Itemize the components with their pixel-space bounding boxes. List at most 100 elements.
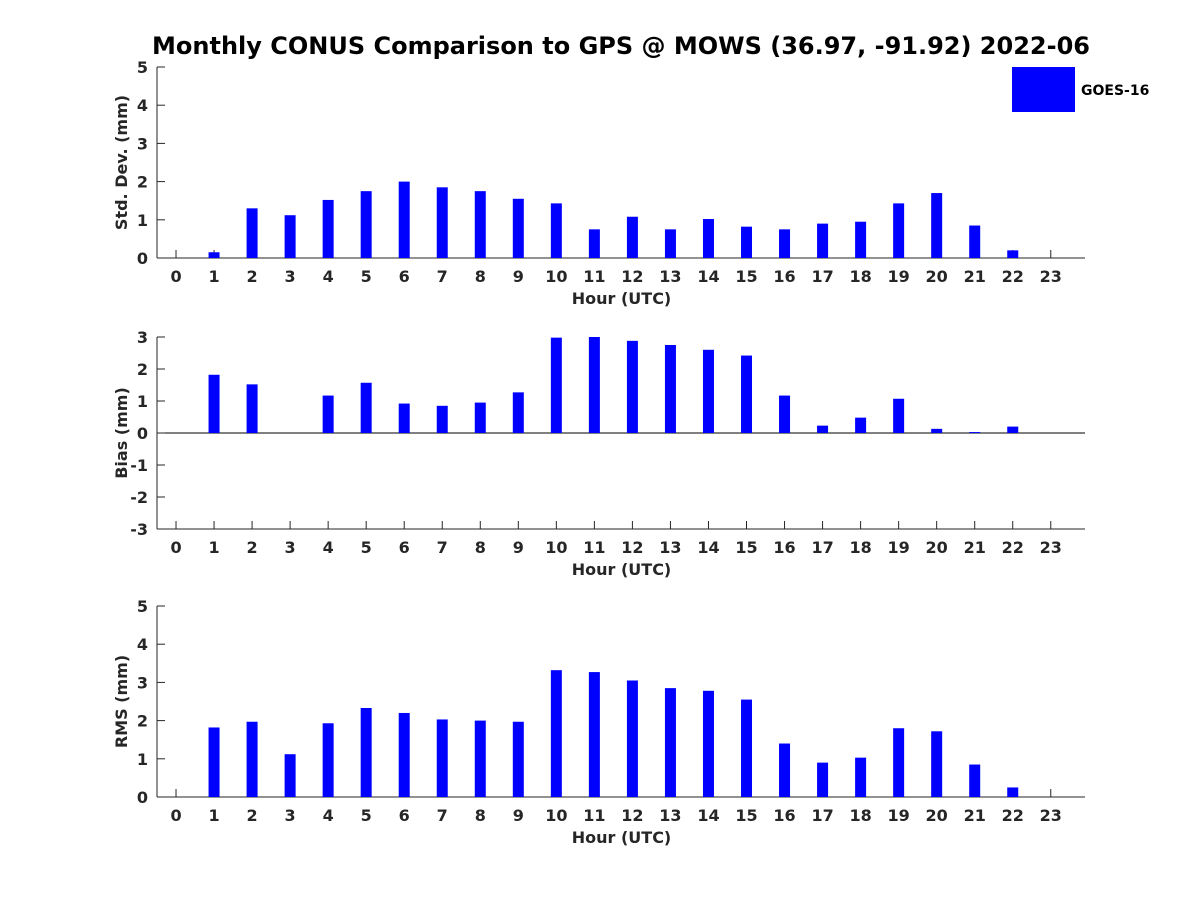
y-tick-label: -1 [130,456,148,475]
bar-hour-22 [1007,787,1019,797]
y-tick-label: 1 [137,750,148,769]
bar-hour-5 [360,707,372,797]
x-tick-label: 23 [1040,806,1062,825]
x-tick-label: 2 [247,267,258,286]
bar-hour-14 [702,219,714,258]
bar-hour-11 [588,337,600,433]
bar-hour-11 [588,672,600,797]
x-tick-label: 6 [399,538,410,557]
bar-hour-21 [969,225,981,258]
y-tick-label: 3 [137,134,148,153]
x-tick-label: 16 [773,806,795,825]
x-tick-label: 20 [926,806,948,825]
bar-hour-3 [284,754,296,797]
x-axis-label: Hour (UTC) [572,560,672,579]
x-tick-label: 8 [475,538,486,557]
bar-hour-6 [398,712,410,797]
bar-hour-14 [702,349,714,433]
legend-swatch [1012,67,1075,112]
x-tick-label: 15 [735,267,757,286]
bar-hour-15 [741,226,753,258]
x-tick-label: 3 [285,267,296,286]
bar-hour-12 [626,340,638,433]
y-tick-label: 3 [137,328,148,347]
y-tick-label: -3 [130,520,148,539]
x-tick-label: 0 [170,538,181,557]
x-tick-label: 22 [1002,806,1024,825]
y-tick-label: 0 [137,788,148,807]
x-tick-label: 0 [170,267,181,286]
bar-hour-2 [246,384,258,433]
bar-hour-22 [1007,250,1019,258]
bar-hour-18 [855,757,867,797]
x-tick-label: 11 [583,267,605,286]
bar-hour-19 [893,728,905,797]
y-tick-label: 2 [137,360,148,379]
x-tick-label: 18 [849,538,871,557]
y-tick-label: 4 [137,635,148,654]
x-tick-label: 12 [621,538,643,557]
bar-hour-16 [779,395,791,433]
bar-hour-21 [969,432,981,433]
bar-hour-13 [664,688,676,797]
bar-hour-18 [855,417,867,433]
x-tick-label: 14 [697,806,719,825]
x-tick-label: 23 [1040,267,1062,286]
bar-hour-12 [626,680,638,797]
x-tick-label: 9 [513,806,524,825]
bar-hour-5 [360,191,372,258]
x-tick-label: 17 [811,806,833,825]
bar-hour-19 [893,398,905,433]
x-tick-label: 13 [659,538,681,557]
bar-hour-6 [398,403,410,433]
x-tick-label: 16 [773,267,795,286]
bar-hour-19 [893,203,905,258]
chart-title: Monthly CONUS Comparison to GPS @ MOWS (… [152,32,1090,60]
x-tick-label: 0 [170,806,181,825]
y-axis-label: RMS (mm) [112,655,131,748]
bar-hour-10 [550,670,562,797]
x-tick-label: 10 [545,538,567,557]
x-tick-label: 3 [285,806,296,825]
x-tick-label: 20 [926,538,948,557]
x-tick-label: 11 [583,538,605,557]
y-tick-label: 1 [137,392,148,411]
y-tick-label: 4 [137,96,148,115]
y-tick-label: 0 [137,424,148,443]
x-tick-label: 1 [208,806,219,825]
x-tick-label: 19 [888,267,910,286]
bar-hour-22 [1007,426,1019,433]
bar-hour-14 [702,690,714,797]
x-tick-label: 5 [361,267,372,286]
y-tick-label: -2 [130,488,148,507]
bar-hour-17 [817,425,829,433]
x-tick-label: 17 [811,267,833,286]
x-tick-label: 20 [926,267,948,286]
bar-hour-16 [779,743,791,797]
y-tick-label: 3 [137,673,148,692]
legend-label: GOES-16 [1081,83,1149,99]
x-tick-label: 19 [888,538,910,557]
x-tick-label: 22 [1002,267,1024,286]
bar-hour-8 [474,402,486,433]
x-tick-label: 21 [964,267,986,286]
bar-hour-2 [246,721,258,797]
x-axis-label: Hour (UTC) [572,289,672,308]
x-tick-label: 16 [773,538,795,557]
x-tick-label: 21 [964,806,986,825]
x-tick-label: 12 [621,806,643,825]
bar-hour-4 [322,723,334,797]
x-tick-label: 7 [437,806,448,825]
bar-hour-7 [436,719,448,797]
x-tick-label: 7 [437,267,448,286]
bar-hour-6 [398,181,410,258]
bar-hour-10 [550,203,562,258]
x-tick-label: 22 [1002,538,1024,557]
bar-hour-1 [208,374,220,433]
bar-hour-8 [474,720,486,797]
bar-hour-13 [664,229,676,258]
y-axis-label: Bias (mm) [112,387,131,479]
bar-hour-20 [931,428,943,433]
